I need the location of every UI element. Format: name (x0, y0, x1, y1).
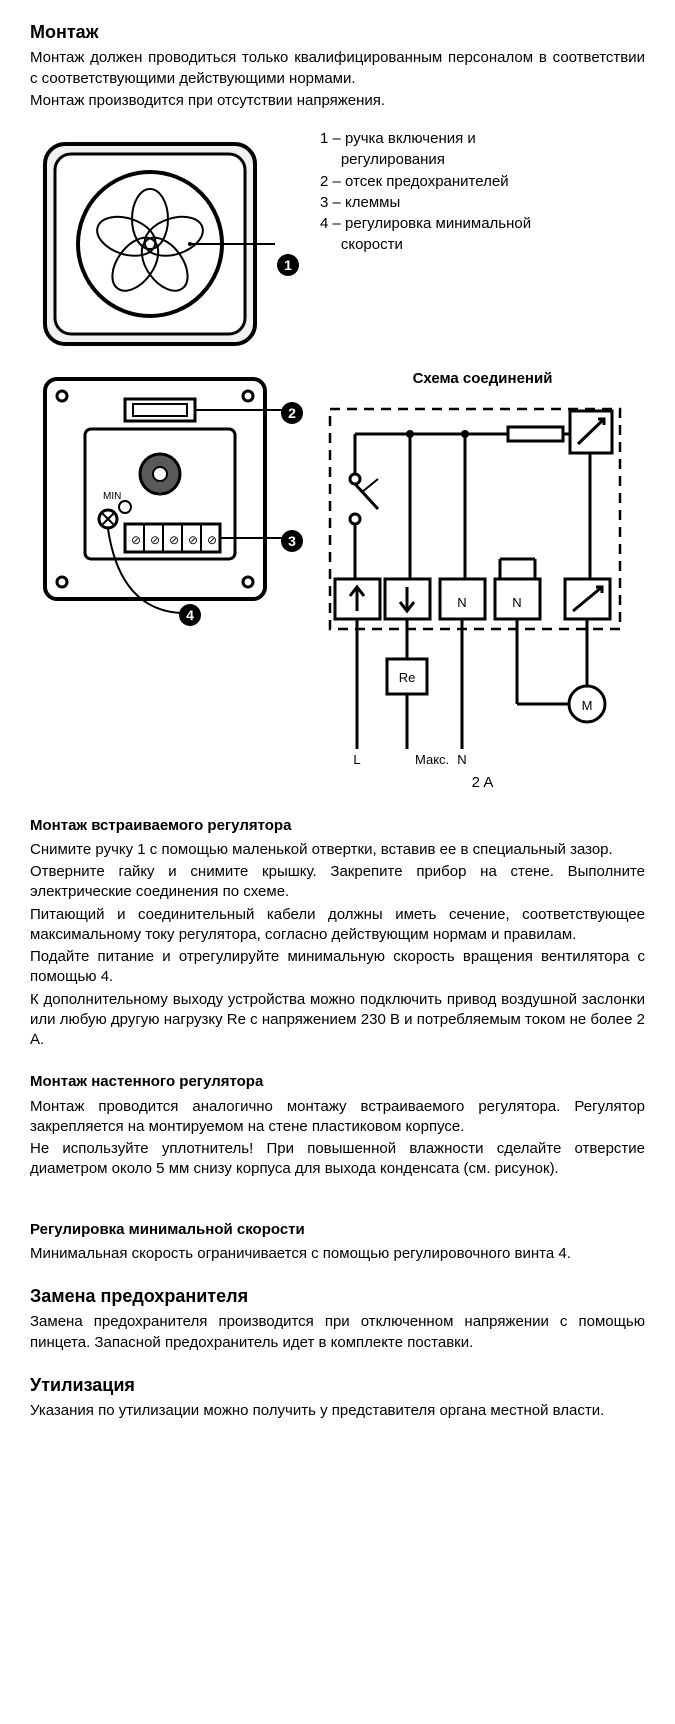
re-label: Re (399, 670, 416, 685)
callout-legend: 1 – ручка включения и регулирования 2 – … (280, 129, 645, 281)
section-title-disposal: Утилизация (30, 1373, 645, 1397)
section-title-builtin: Монтаж встраиваемого регулятора (30, 816, 645, 836)
section-text: Монтаж должен проводиться только квалифи… (30, 48, 645, 89)
amperage-label: 2 A (320, 773, 645, 793)
schematic-title: Схема соединений (320, 369, 645, 389)
legend-item-1b: регулирования (320, 150, 645, 170)
section-text: Минимальная скорость ограничивается с по… (30, 1244, 645, 1264)
terminal-n1: N (457, 595, 466, 610)
terminal-n2: N (512, 595, 521, 610)
section-title-wall: Монтаж настенного регулятора (30, 1072, 645, 1092)
legend-item-3: 3 – клеммы (320, 193, 645, 213)
section-text: Отверните гайку и снимите крышку. Закреп… (30, 862, 645, 903)
n-label: N (457, 752, 466, 767)
section-title-mounting: Монтаж (30, 20, 645, 44)
legend-item-4b: скорости (320, 235, 645, 255)
device-front-diagram (30, 129, 280, 359)
min-label: MIN (103, 491, 121, 502)
svg-text:4: 4 (186, 607, 194, 623)
svg-text:1: 1 (284, 257, 292, 273)
section-text: Питающий и соединительный кабели должны … (30, 905, 645, 946)
svg-text:⊘: ⊘ (131, 533, 141, 547)
section-text: Снимите ручку 1 с помощью маленькой отве… (30, 840, 645, 860)
l-label: L (353, 752, 360, 767)
svg-text:2: 2 (288, 405, 296, 421)
svg-text:⊘: ⊘ (150, 533, 160, 547)
wiring-schematic: N N Re M L Макс. N (320, 399, 630, 769)
section-text: Монтаж проводится аналогично монтажу вст… (30, 1097, 645, 1138)
section-text: Монтаж производится при отсутствии напря… (30, 91, 645, 111)
legend-item-4: 4 – регулировка минимальной (320, 214, 645, 234)
section-text: К дополнительному выходу устройства можн… (30, 990, 645, 1051)
device-internal-diagram: MIN ⊘ ⊘ ⊘ ⊘ ⊘ (30, 369, 290, 619)
legend-item-2: 2 – отсек предохранителей (320, 172, 645, 192)
section-title-fuse: Замена предохранителя (30, 1284, 645, 1308)
svg-text:3: 3 (288, 533, 296, 549)
section-text: Не используйте уплотнитель! При повышенн… (30, 1139, 645, 1180)
section-title-min-speed: Регулировка минимальной скорости (30, 1220, 645, 1240)
figure-internal-and-schematic: MIN ⊘ ⊘ ⊘ ⊘ ⊘ 2 3 4 Схема соединений (30, 369, 645, 794)
max-label: Макс. (415, 752, 449, 767)
section-text: Замена предохранителя производится при о… (30, 1312, 645, 1353)
section-text: Подайте питание и отрегулируйте минималь… (30, 947, 645, 988)
legend-item-1: 1 – ручка включения и (320, 129, 645, 149)
section-text: Указания по утилизации можно получить у … (30, 1401, 645, 1421)
svg-text:⊘: ⊘ (207, 533, 217, 547)
m-label: M (582, 698, 593, 713)
svg-text:⊘: ⊘ (188, 533, 198, 547)
figure-front-view: 1 – ручка включения и регулирования 2 – … (30, 129, 645, 359)
svg-text:⊘: ⊘ (169, 533, 179, 547)
